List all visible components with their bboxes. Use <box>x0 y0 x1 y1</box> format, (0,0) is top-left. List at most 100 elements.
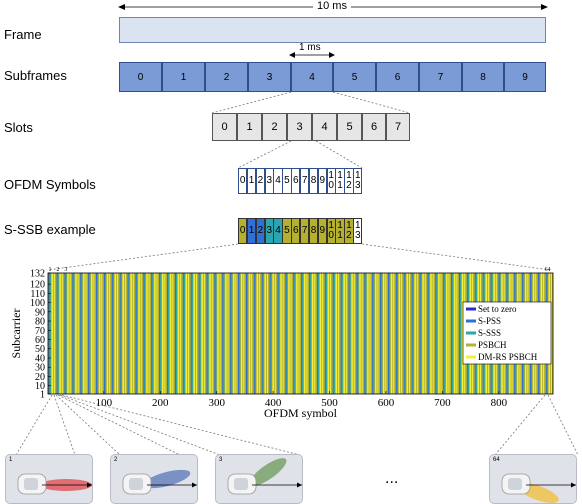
heatmap-stripe <box>430 273 432 394</box>
symbol-index: 8 <box>310 175 317 186</box>
heatmap-stripe <box>230 273 232 394</box>
y-tick-label: 60 <box>35 335 45 346</box>
heatmap-stripe <box>396 273 399 394</box>
slot-cell: 4 <box>312 113 337 141</box>
heatmap-stripe <box>164 273 166 394</box>
slots-label: Slots <box>4 120 33 135</box>
ofdm-symbol-cell: 2 <box>255 168 266 194</box>
symbol-index: 1 <box>248 175 255 186</box>
heatmap-stripe <box>432 273 434 394</box>
heatmap-stripe <box>136 273 138 394</box>
heatmap-stripe <box>380 273 382 394</box>
heatmap-stripe <box>458 273 461 394</box>
y-tick-label: 1 <box>40 390 45 401</box>
heatmap-stripe <box>57 273 59 394</box>
heatmap-stripe <box>195 273 197 394</box>
slot-cell: 7 <box>386 113 410 141</box>
heatmap-stripe <box>91 273 93 394</box>
y-tick-label: 132 <box>30 269 45 280</box>
heatmap-stripe <box>49 273 51 394</box>
symbol-index: 1 <box>337 180 343 191</box>
s-ssb-cell: 3 <box>264 218 274 244</box>
heatmap-stripe <box>373 273 375 394</box>
heatmap-stripe <box>282 273 284 394</box>
ofdm-symbol-cell: 0 <box>238 168 248 194</box>
symbol-index: 2 <box>257 225 264 236</box>
heatmap-stripe <box>166 273 169 394</box>
s-ssb-cell: 2 <box>255 218 266 244</box>
heatmap-stripe <box>160 273 162 394</box>
x-tick-label: 300 <box>208 397 225 409</box>
ofdm-symbol-cell: 5 <box>282 168 292 194</box>
heatmap-stripe <box>294 273 296 394</box>
s-ssb-heatmap-chart: 100 200 300 400 500 600 700 8001102030405060708… <box>9 267 554 420</box>
heatmap-stripe <box>365 273 367 394</box>
heatmap-stripe <box>390 273 393 394</box>
heatmap-stripe <box>416 273 418 394</box>
symbol-index: 1 <box>337 170 343 181</box>
heatmap-stripe <box>53 273 55 394</box>
heatmap-stripe <box>269 273 271 394</box>
heatmap-stripe <box>168 273 170 394</box>
heatmap-stripe <box>233 273 235 394</box>
heatmap-stripe <box>438 273 440 394</box>
y-tick-label: 50 <box>35 344 45 355</box>
beam-scenario-panel: 2 <box>110 454 198 504</box>
legend-label: S-SSS <box>478 328 501 338</box>
ofdm-symbol-cell: 9 <box>317 168 327 194</box>
heatmap-stripe <box>251 273 253 394</box>
s-ssb-cell: 9 <box>317 218 327 244</box>
symbol-index: 5 <box>284 225 290 236</box>
car-beam-icon <box>501 473 576 503</box>
heatmap-stripe <box>357 273 359 394</box>
subframe-cell: 3 <box>248 62 291 92</box>
x-tick-label: 800 <box>491 397 508 409</box>
heatmap-stripe <box>387 273 390 394</box>
heatmap-stripe <box>177 273 180 394</box>
y-tick-label: 120 <box>30 280 45 291</box>
symbol-index: 3 <box>266 225 272 236</box>
heatmap-stripe <box>159 273 161 394</box>
symbol-index: 3 <box>354 180 361 191</box>
symbol-index: 9 <box>319 175 326 186</box>
heatmap-stripe <box>135 273 137 394</box>
heatmap-stripe <box>351 273 353 394</box>
heatmap-stripe <box>146 273 148 394</box>
subframes-label: Subframes <box>4 68 67 83</box>
y-tick-label: 20 <box>35 372 45 383</box>
heatmap-stripe <box>154 273 156 394</box>
heatmap-stripe <box>130 273 132 394</box>
heatmap-stripe <box>172 273 174 394</box>
ofdm-symbol-cell: 4 <box>273 168 283 194</box>
heatmap-stripe <box>460 273 462 394</box>
heatmap-stripe <box>81 273 83 394</box>
s-ssb-cell: 7 <box>299 218 310 244</box>
heatmap-stripe <box>420 273 422 394</box>
heatmap-stripe <box>247 273 249 394</box>
y-tick-label: 110 <box>30 289 45 300</box>
heatmap-stripe <box>93 273 95 394</box>
heatmap-stripe <box>143 273 145 394</box>
heatmap-stripe <box>211 273 213 394</box>
heatmap-stripe <box>436 273 438 394</box>
heatmap-stripe <box>274 273 276 394</box>
heatmap-stripe <box>361 273 363 394</box>
scenario-label: 2 <box>114 457 118 463</box>
heatmap-stripe <box>61 273 63 394</box>
symbol-index: 2 <box>257 175 264 186</box>
slot-cell: 2 <box>262 113 287 141</box>
heatmap-stripe <box>411 273 413 394</box>
x-tick-label: 100 <box>96 397 113 409</box>
s-ssb-label: S-SSB example <box>4 222 96 237</box>
scenario-label: 3 <box>219 457 223 463</box>
heatmap-stripe <box>456 273 458 394</box>
symbol-index: 1 <box>354 170 361 181</box>
ofdm-symbol-cell: 6 <box>291 168 301 194</box>
symbol-index: 3 <box>354 230 361 241</box>
heatmap-stripe <box>406 273 409 394</box>
subframe-cell: 8 <box>462 62 504 92</box>
heatmap-stripe <box>114 273 117 394</box>
